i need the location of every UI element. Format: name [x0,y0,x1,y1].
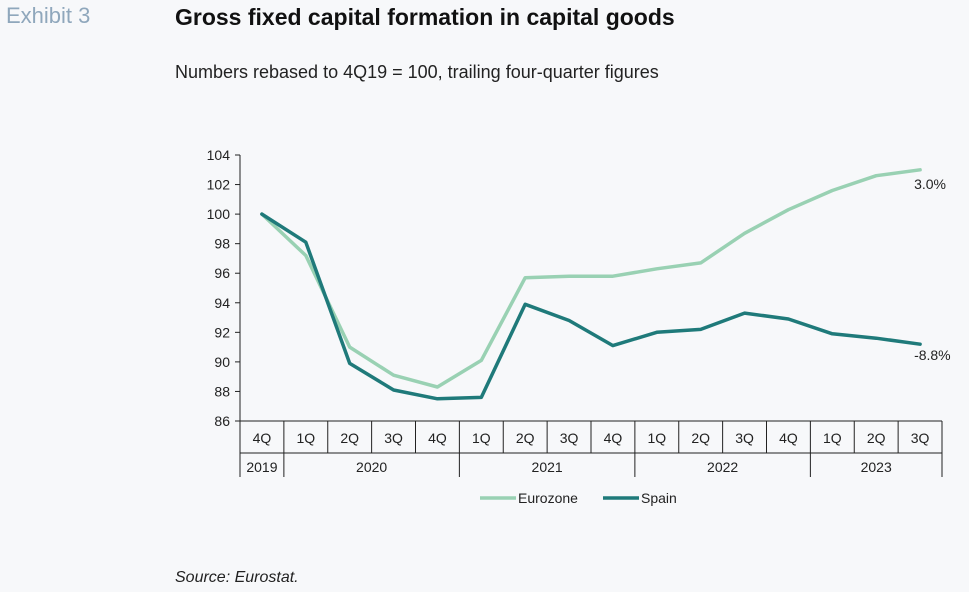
legend-label-eurozone: Eurozone [518,490,578,506]
chart-title: Gross fixed capital formation in capital… [175,4,675,30]
end-labels: 3.0% -8.8% [914,176,951,363]
x-tick-label: 2Q [516,430,535,446]
series-line-spain [260,212,922,401]
x-tick-label: 1Q [296,430,315,446]
x-tick-label: 2Q [691,430,710,446]
end-label-eurozone: 3.0% [914,176,946,192]
y-tick-label: 100 [207,206,231,222]
x-tick-label: 1Q [647,430,666,446]
y-tick-label: 86 [214,413,230,429]
axes: 86 88 90 92 94 96 98 100 102 104 4Q 1Q 2Q 3Q 4Q 1Q 2Q 3Q 4… [207,147,943,477]
year-label: 2021 [532,459,563,475]
legend-label-spain: Spain [641,490,677,506]
x-tick-label: 1Q [472,430,491,446]
y-tick-label: 92 [214,324,230,340]
year-label: 2023 [861,459,892,475]
x-tick-label: 2Q [340,430,359,446]
x-tick-label: 4Q [604,430,623,446]
legend: Eurozone Spain [480,490,677,506]
series-layer [260,168,922,401]
y-tick-label: 104 [207,147,231,163]
x-tick-label: 3Q [735,430,754,446]
x-tick-label: 3Q [560,430,579,446]
y-tick-label: 96 [214,265,230,281]
y-tick-label: 94 [214,295,230,311]
x-tick-label: 4Q [779,430,798,446]
exhibit-label: Exhibit 3 [6,3,91,28]
y-tick-label: 98 [214,236,230,252]
y-tick-label: 102 [207,177,231,193]
x-tick-label: 1Q [823,430,842,446]
x-tick-label: 3Q [384,430,403,446]
y-tick-label: 90 [214,354,230,370]
x-tick-label: 4Q [428,430,447,446]
x-tick-label: 4Q [253,430,272,446]
end-label-spain: -8.8% [914,347,951,363]
year-label: 2022 [707,459,738,475]
chart-subtitle: Numbers rebased to 4Q19 = 100, trailing … [175,62,659,82]
y-tick-label: 88 [214,383,230,399]
x-tick-label: 2Q [867,430,886,446]
year-label: 2020 [356,459,387,475]
source-note: Source: Eurostat. [175,569,299,586]
year-label: 2019 [246,459,277,475]
series-line-eurozone [260,168,922,389]
x-tick-label: 3Q [911,430,930,446]
